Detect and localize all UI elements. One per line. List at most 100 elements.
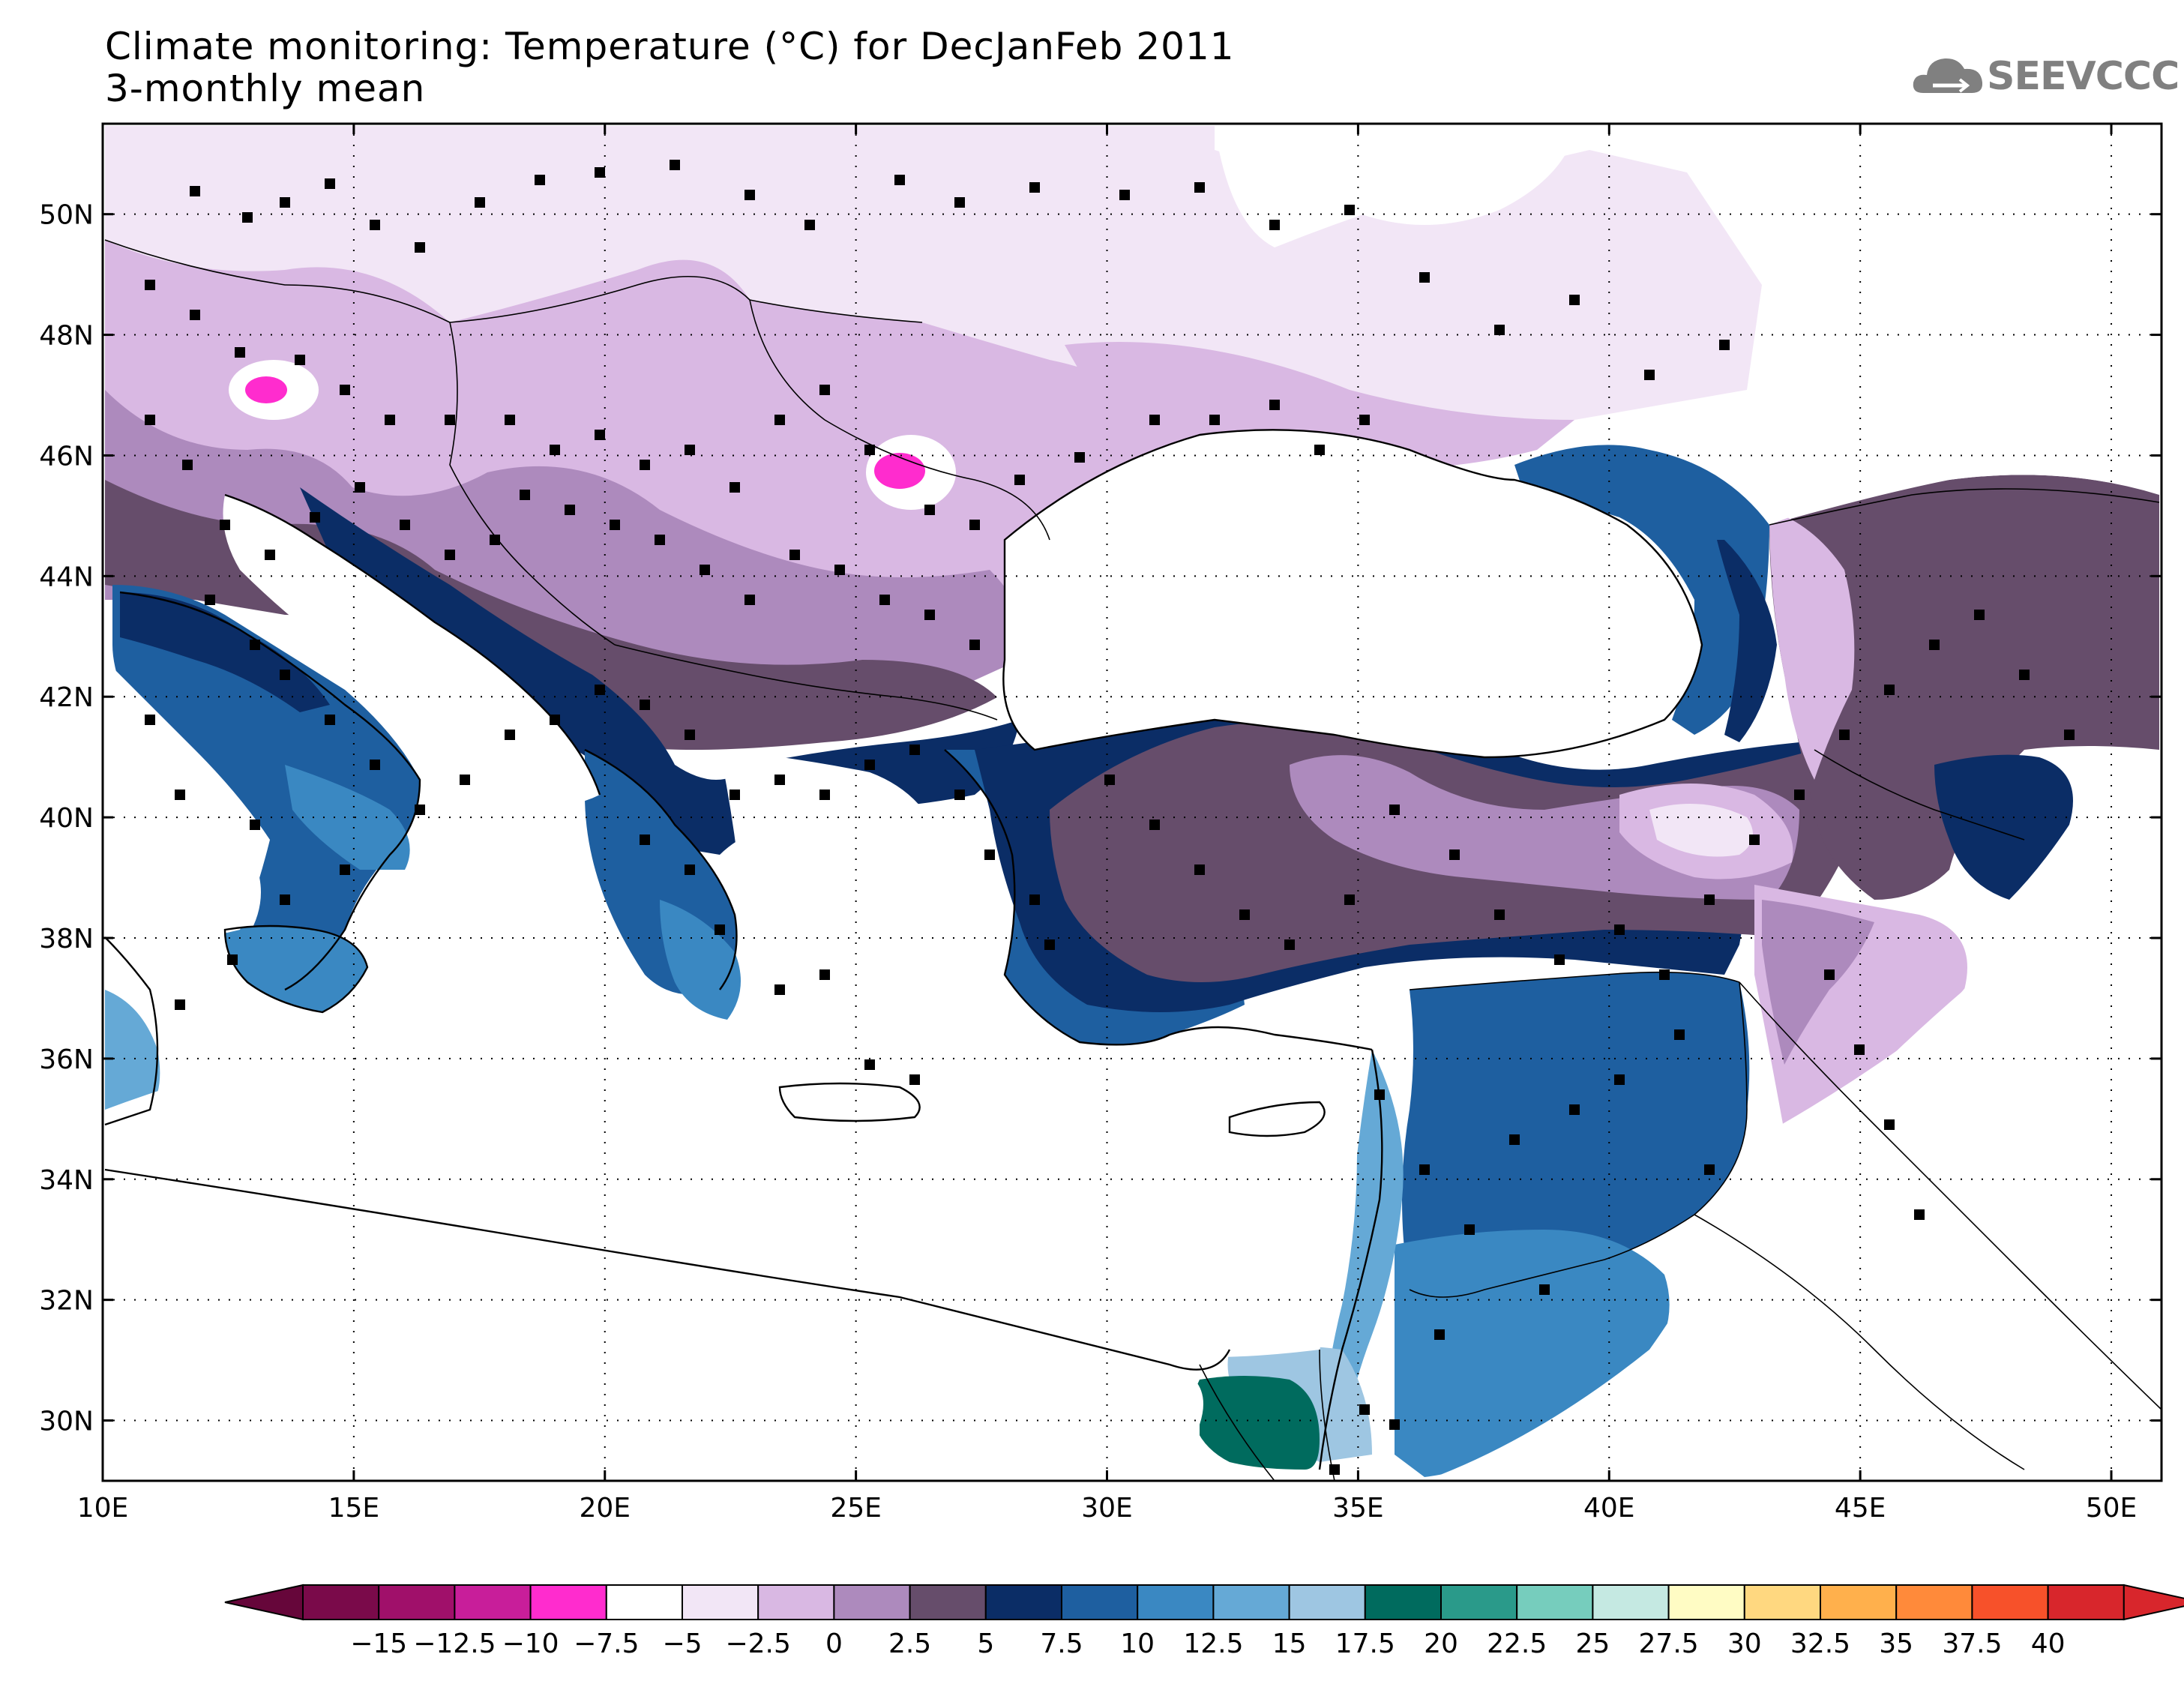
station-marker — [1074, 452, 1085, 463]
station-marker — [954, 790, 965, 800]
station-marker — [774, 415, 785, 425]
station-marker — [250, 640, 260, 650]
sea-black — [1003, 430, 1702, 757]
station-marker — [1614, 1074, 1625, 1085]
station-marker — [595, 685, 605, 695]
station-marker — [744, 595, 755, 605]
map-grid — [103, 124, 2162, 1481]
lat-tick-label: 44N — [39, 562, 94, 592]
colorbar-swatch — [2047, 1584, 2125, 1620]
colorbar-label: 32.5 — [1790, 1629, 1850, 1659]
field-zone-italy-south — [285, 765, 410, 870]
lat-tick-label: 42N — [39, 682, 94, 713]
lon-tick-label: 15E — [328, 1493, 380, 1524]
station-marker — [670, 160, 680, 170]
station-marker — [295, 355, 305, 365]
station-marker — [280, 670, 290, 680]
station-marker — [1929, 640, 1940, 650]
station-marker — [864, 1059, 875, 1070]
station-marker — [909, 1074, 920, 1085]
land-east-white — [1754, 126, 2162, 525]
station-marker — [924, 610, 935, 620]
station-marker — [385, 415, 395, 425]
lat-tick-label: 50N — [39, 200, 94, 231]
station-marker — [1149, 820, 1160, 830]
lat-tick-label: 30N — [39, 1407, 94, 1437]
station-marker — [1884, 685, 1895, 695]
colorbar-swatch — [302, 1584, 380, 1620]
station-marker — [789, 550, 800, 560]
station-marker — [1884, 1119, 1895, 1130]
field-zone-caucasus — [1769, 475, 2159, 900]
colorbar-label: −10 — [502, 1629, 559, 1659]
station-marker — [190, 310, 200, 320]
temperature-field — [103, 124, 2162, 1481]
colorbar-label: 15 — [1272, 1629, 1307, 1659]
station-marker — [175, 999, 185, 1010]
field-zone-west-edge — [105, 990, 160, 1110]
station-marker — [1329, 1464, 1340, 1475]
station-marker — [250, 820, 260, 830]
field-zone-jordan — [1395, 1230, 1670, 1477]
colorbar-swatch — [1288, 1584, 1366, 1620]
lon-tick-label: 45E — [1835, 1493, 1886, 1524]
sea-aegean — [720, 750, 975, 1027]
station-marker — [1269, 220, 1280, 230]
station-marker — [1569, 1104, 1580, 1115]
station-marker — [1704, 1164, 1715, 1175]
station-marker — [1194, 182, 1205, 193]
station-marker — [1359, 1404, 1370, 1415]
colorbar-swatch — [1971, 1584, 2049, 1620]
station-marker — [1974, 610, 1985, 620]
lon-tick-label: 20E — [579, 1493, 631, 1524]
lat-tick-label: 36N — [39, 1044, 94, 1075]
colorbar-swatch — [1820, 1584, 1898, 1620]
station-marker — [909, 745, 920, 755]
station-marker — [227, 954, 238, 965]
sea-mediterranean — [105, 1035, 1372, 1357]
station-marker — [834, 565, 845, 575]
station-marker — [1494, 909, 1505, 920]
field-zone-adriatic-coast — [300, 487, 1020, 855]
title-line-1: Climate monitoring: Temperature (°C) for… — [105, 25, 1235, 68]
station-marker — [415, 242, 425, 253]
station-marker — [729, 790, 740, 800]
station-marker — [190, 186, 200, 196]
cloud-icon — [1913, 58, 1983, 93]
station-marker — [1509, 1134, 1520, 1145]
station-marker — [370, 220, 380, 230]
colorbar-label: 37.5 — [1942, 1629, 2002, 1659]
station-marker — [1029, 894, 1040, 905]
colorbar-swatch — [909, 1584, 987, 1620]
sea-tyrrhenian — [105, 660, 270, 945]
station-marker — [819, 790, 830, 800]
lat-tick-label: 48N — [39, 321, 94, 352]
lat-tick-label: 38N — [39, 924, 94, 954]
station-marker — [969, 520, 980, 530]
station-marker — [1194, 864, 1205, 875]
station-marker — [1029, 182, 1040, 193]
colorbar-label: 27.5 — [1639, 1629, 1699, 1659]
colorbar-label: 30 — [1727, 1629, 1762, 1659]
station-marker — [550, 715, 560, 725]
station-marker — [520, 490, 530, 500]
colorbar-label: −7.5 — [574, 1629, 639, 1659]
station-marker — [1614, 924, 1625, 935]
sea-adriatic — [223, 495, 600, 805]
colorbar-under-triangle — [224, 1584, 304, 1621]
lat-tick-label: 34N — [39, 1165, 94, 1196]
lat-tick-label: 40N — [39, 803, 94, 834]
station-marker — [145, 715, 155, 725]
lon-tick-label: 50E — [2086, 1493, 2138, 1524]
station-marker — [1239, 909, 1250, 920]
station-marker — [182, 460, 193, 470]
colorbar-label: 25 — [1575, 1629, 1610, 1659]
station-markers — [145, 160, 2075, 1475]
colorbar-swatch — [1895, 1584, 1973, 1620]
station-marker — [1149, 415, 1160, 425]
station-marker — [175, 790, 185, 800]
station-marker — [729, 482, 740, 493]
land-southeast-white — [1425, 900, 2162, 1481]
station-marker — [1419, 272, 1430, 283]
colorbar: −15 −12.5 −10 −7.5 −5 −2.5 0 2.5 5 7.5 10 12.5 15 17.… — [224, 1584, 2184, 1659]
